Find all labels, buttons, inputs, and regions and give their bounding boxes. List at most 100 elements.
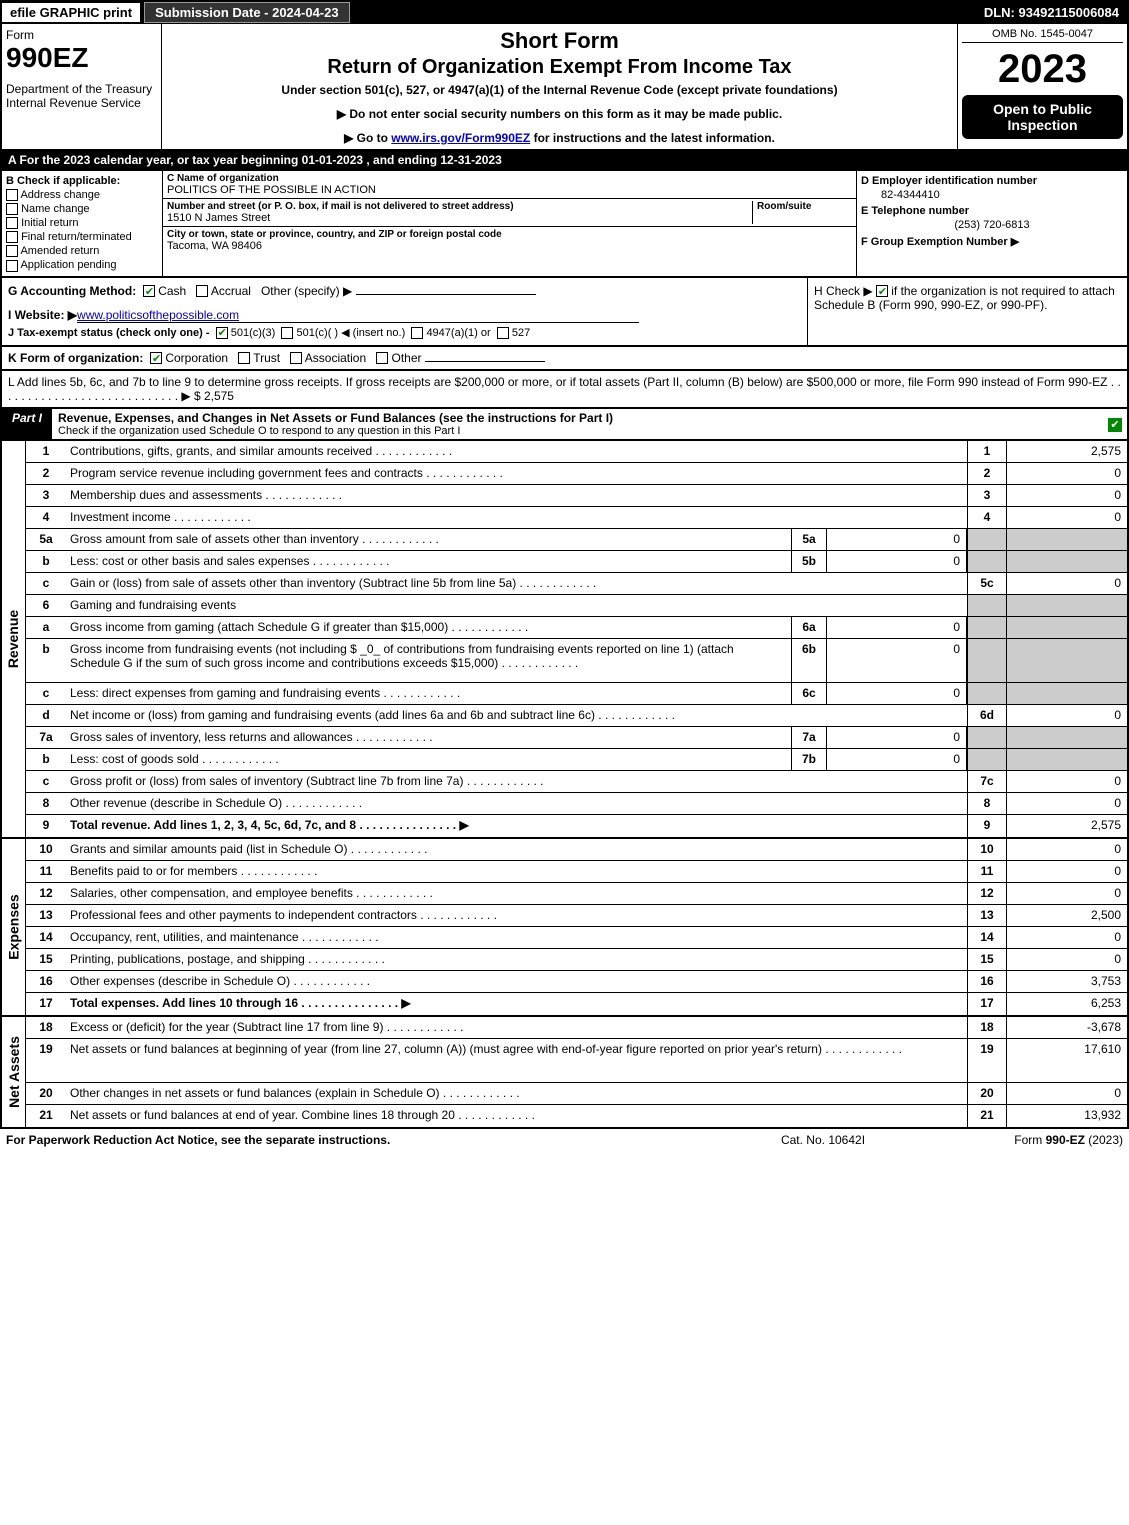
section-g-h: G Accounting Method: Cash Accrual Other … (0, 278, 1129, 347)
public-inspection-badge: Open to Public Inspection (962, 95, 1123, 139)
city-state-zip: Tacoma, WA 98406 (167, 240, 852, 252)
revenue-grid: Revenue 1Contributions, gifts, grants, a… (0, 441, 1129, 839)
sub-amount: 0 (827, 683, 967, 704)
sub-line-number: 7a (791, 727, 827, 748)
line-description: Other expenses (describe in Schedule O) … (66, 971, 967, 992)
main-amount (1007, 749, 1127, 770)
check-501c[interactable] (281, 327, 293, 339)
line-row: 2Program service revenue including gover… (26, 463, 1127, 485)
line-description: Investment income . . . . . . . . . . . … (66, 507, 967, 528)
line-description: Total expenses. Add lines 10 through 16 … (66, 993, 967, 1015)
main-line-number: 5c (967, 573, 1007, 594)
tax-exempt-row: J Tax-exempt status (check only one) - 5… (8, 326, 801, 339)
line-row: bGross income from fundraising events (n… (26, 639, 1127, 683)
irs-link[interactable]: www.irs.gov/Form990EZ (391, 131, 530, 145)
check-other-org[interactable] (376, 352, 388, 364)
check-corporation[interactable] (150, 352, 162, 364)
line-row: cGross profit or (loss) from sales of in… (26, 771, 1127, 793)
main-amount: 0 (1007, 839, 1127, 860)
main-amount: 0 (1007, 771, 1127, 792)
check-final-return[interactable]: Final return/terminated (6, 231, 158, 243)
phone-label: E Telephone number (861, 205, 1123, 217)
line-description: Gross income from fundraising events (no… (66, 639, 791, 682)
main-amount (1007, 727, 1127, 748)
check-schedule-b[interactable] (876, 285, 888, 297)
main-line-number (967, 749, 1007, 770)
line-row: 19Net assets or fund balances at beginni… (26, 1039, 1127, 1083)
form-title: Return of Organization Exempt From Incom… (170, 56, 949, 79)
line-row: 8Other revenue (describe in Schedule O) … (26, 793, 1127, 815)
main-line-number: 12 (967, 883, 1007, 904)
section-b: B Check if applicable: Address change Na… (2, 171, 162, 276)
line-description: Other revenue (describe in Schedule O) .… (66, 793, 967, 814)
line-number: 21 (26, 1105, 66, 1127)
line-row: 17Total expenses. Add lines 10 through 1… (26, 993, 1127, 1015)
line-description: Net assets or fund balances at end of ye… (66, 1105, 967, 1127)
main-line-number (967, 595, 1007, 616)
line-description: Gross amount from sale of assets other t… (66, 529, 791, 550)
sub-line-number: 5a (791, 529, 827, 550)
sub-line-number: 6c (791, 683, 827, 704)
check-accrual[interactable] (196, 285, 208, 297)
check-trust[interactable] (238, 352, 250, 364)
check-pending[interactable]: Application pending (6, 259, 158, 271)
check-name-change[interactable]: Name change (6, 203, 158, 215)
line-description: Professional fees and other payments to … (66, 905, 967, 926)
form-label: Form (6, 28, 157, 42)
main-line-number (967, 529, 1007, 550)
line-number: 1 (26, 441, 66, 462)
line-row: 4Investment income . . . . . . . . . . .… (26, 507, 1127, 529)
main-line-number (967, 683, 1007, 704)
check-527[interactable] (497, 327, 509, 339)
efile-print[interactable]: efile GRAPHIC print (2, 3, 140, 22)
line-description: Printing, publications, postage, and shi… (66, 949, 967, 970)
main-line-number (967, 727, 1007, 748)
paperwork-notice: For Paperwork Reduction Act Notice, see … (6, 1133, 723, 1147)
main-amount: -3,678 (1007, 1017, 1127, 1038)
sub-amount: 0 (827, 551, 967, 572)
check-initial-return[interactable]: Initial return (6, 217, 158, 229)
check-address-change[interactable]: Address change (6, 189, 158, 201)
website-link[interactable]: www.politicsofthepossible.com (77, 308, 639, 323)
revenue-vlabel: Revenue (2, 441, 26, 837)
line-row: 7aGross sales of inventory, less returns… (26, 727, 1127, 749)
expenses-vlabel: Expenses (2, 839, 26, 1015)
main-amount (1007, 551, 1127, 572)
line-number: 3 (26, 485, 66, 506)
line-description: Grants and similar amounts paid (list in… (66, 839, 967, 860)
main-amount (1007, 595, 1127, 616)
part1-sub: Check if the organization used Schedule … (58, 425, 1097, 437)
sub-line-number: 6b (791, 639, 827, 682)
check-4947[interactable] (411, 327, 423, 339)
check-cash[interactable] (143, 285, 155, 297)
sub-amount: 0 (827, 749, 967, 770)
main-amount: 0 (1007, 705, 1127, 726)
line-description: Salaries, other compensation, and employ… (66, 883, 967, 904)
check-amended[interactable]: Amended return (6, 245, 158, 257)
line-description: Program service revenue including govern… (66, 463, 967, 484)
line-row: 14Occupancy, rent, utilities, and mainte… (26, 927, 1127, 949)
check-501c3[interactable] (216, 327, 228, 339)
main-amount: 2,575 (1007, 441, 1127, 462)
line-row: 10Grants and similar amounts paid (list … (26, 839, 1127, 861)
line-description: Occupancy, rent, utilities, and maintena… (66, 927, 967, 948)
section-a: A For the 2023 calendar year, or tax yea… (0, 151, 1129, 171)
line-number: d (26, 705, 66, 726)
line-number: 14 (26, 927, 66, 948)
ein: 82-4344410 (861, 187, 1123, 205)
line-number: 15 (26, 949, 66, 970)
line-row: 21Net assets or fund balances at end of … (26, 1105, 1127, 1127)
main-amount (1007, 529, 1127, 550)
main-amount: 0 (1007, 949, 1127, 970)
check-association[interactable] (290, 352, 302, 364)
main-amount: 2,500 (1007, 905, 1127, 926)
short-form-title: Short Form (170, 28, 949, 54)
omb-number: OMB No. 1545-0047 (962, 28, 1123, 43)
schedule-o-check[interactable]: ✔ (1108, 418, 1122, 432)
line-description: Net income or (loss) from gaming and fun… (66, 705, 967, 726)
form-number: 990EZ (6, 42, 157, 74)
main-line-number: 14 (967, 927, 1007, 948)
main-amount: 0 (1007, 485, 1127, 506)
sub-amount: 0 (827, 639, 967, 682)
main-line-number: 19 (967, 1039, 1007, 1082)
